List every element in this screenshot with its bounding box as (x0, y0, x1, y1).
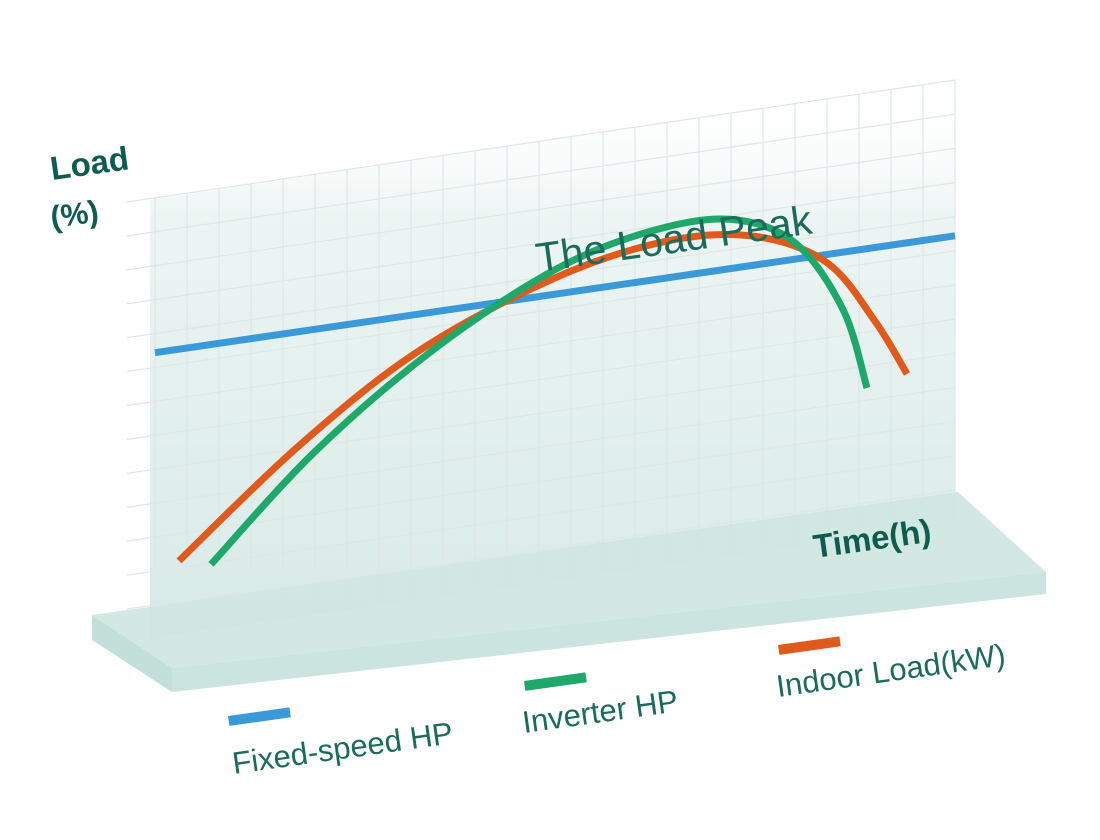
grid-line-horizontal (126, 455, 956, 576)
grid-line-horizontal (126, 386, 956, 508)
series-layer (154, 215, 956, 567)
y-axis-label-line2: (%) (48, 194, 101, 235)
legend-label-inverter: Inverter HP (520, 683, 680, 739)
plot-background (150, 78, 955, 638)
grid-line-horizontal (126, 318, 956, 441)
floor-slab (92, 492, 1046, 692)
legend-swatch-inverter (524, 672, 587, 691)
legend-item-inverter: Inverter HP (520, 672, 680, 740)
grid-line-horizontal (126, 489, 956, 610)
grid-line-horizontal (126, 147, 956, 271)
series-line-indoor-load (176, 230, 911, 564)
grid-line-horizontal (126, 113, 956, 237)
grid-line-horizontal (126, 181, 956, 305)
grid (126, 79, 956, 635)
legend-swatch-indoor-load (778, 636, 841, 655)
legend-item-fixed-speed: Fixed-speed HP (228, 707, 455, 781)
grid-line-horizontal (126, 352, 956, 474)
series-line-inverter-hp (208, 215, 871, 567)
grid-line-horizontal (126, 421, 956, 542)
grid-line-horizontal (126, 79, 956, 203)
y-axis-label-line1: Load (48, 139, 131, 187)
grid-line-horizontal (126, 284, 956, 407)
legend-label-fixed-speed: Fixed-speed HP (230, 715, 455, 781)
legend-swatch-fixed-speed (228, 707, 291, 726)
legend-item-indoor-load: Indoor Load(kW) (774, 636, 1008, 704)
